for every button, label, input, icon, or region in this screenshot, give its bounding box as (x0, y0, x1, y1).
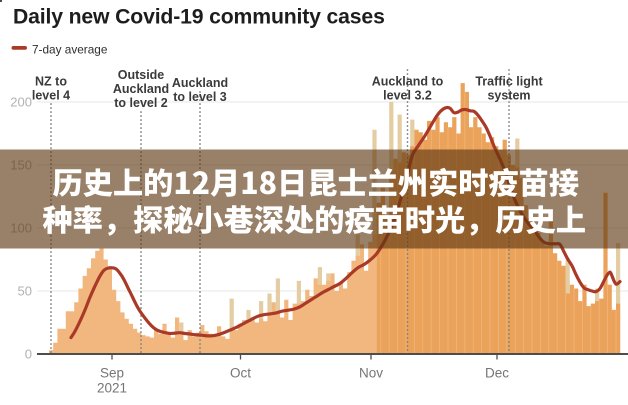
svg-text:level 3.2: level 3.2 (383, 89, 432, 103)
svg-text:7-day average: 7-day average (32, 43, 108, 57)
svg-text:Auckland: Auckland (113, 82, 169, 96)
svg-text:Outside: Outside (118, 68, 165, 82)
svg-text:Oct: Oct (230, 366, 251, 381)
svg-text:Auckland to: Auckland to (372, 75, 444, 89)
svg-text:Daily new Covid-19 community c: Daily new Covid-19 community cases (13, 6, 385, 29)
svg-text:to level 3: to level 3 (173, 90, 227, 104)
svg-text:system: system (487, 89, 530, 103)
svg-text:NZ to: NZ to (35, 75, 67, 89)
svg-text:Traffic light: Traffic light (475, 75, 543, 89)
svg-text:to level 2: to level 2 (114, 96, 168, 110)
svg-text:50: 50 (18, 284, 32, 299)
svg-text:Dec: Dec (485, 366, 509, 381)
svg-text:2021: 2021 (97, 381, 127, 396)
svg-text:Nov: Nov (359, 366, 383, 381)
svg-text:200: 200 (10, 95, 32, 110)
svg-text:Sep: Sep (100, 366, 124, 381)
svg-text:level 4: level 4 (32, 89, 70, 103)
svg-text:0: 0 (25, 347, 32, 362)
svg-text:Auckland: Auckland (172, 76, 228, 90)
